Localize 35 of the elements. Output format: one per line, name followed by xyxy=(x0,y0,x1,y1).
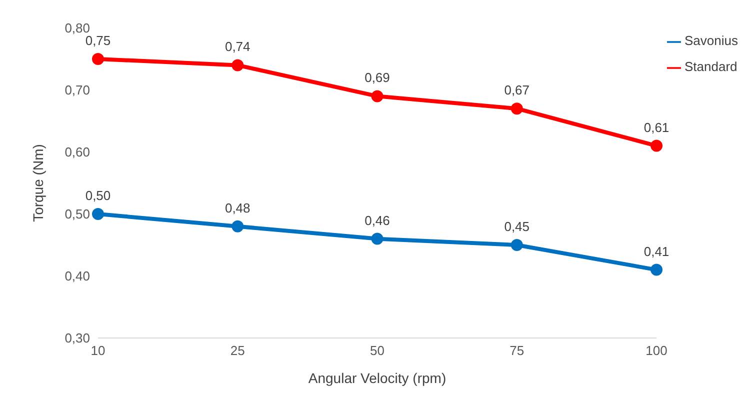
x-tick-label: 100 xyxy=(646,343,668,358)
point xyxy=(232,59,244,72)
point xyxy=(650,264,663,276)
data-label: 0,45 xyxy=(504,219,530,234)
point xyxy=(92,53,104,65)
data-label: 0,74 xyxy=(224,39,250,54)
data-label: 0,75 xyxy=(85,33,111,48)
point xyxy=(92,208,104,220)
data-label: 0,67 xyxy=(504,82,530,98)
y-tick-label: 0,60 xyxy=(64,144,90,160)
data-label: 0,69 xyxy=(364,70,390,86)
x-tick-label: 25 xyxy=(230,343,245,358)
point xyxy=(650,140,663,152)
data-label: 0,50 xyxy=(85,188,111,203)
x-axis-title: Angular Velocity (rpm) xyxy=(308,370,446,386)
y-tick-label: 0,30 xyxy=(64,330,90,346)
y-tick-label: 0,70 xyxy=(64,82,90,98)
y-tick-label: 0,80 xyxy=(64,20,90,36)
y-tick-label: 0,40 xyxy=(64,268,90,284)
y-tick-label: 0,50 xyxy=(64,206,90,222)
data-label: 0,41 xyxy=(644,244,670,259)
point xyxy=(232,220,244,232)
point xyxy=(371,232,384,245)
data-label: 0,46 xyxy=(364,212,390,228)
point xyxy=(510,239,523,251)
legend-label: Standard xyxy=(684,59,738,74)
point xyxy=(510,102,523,115)
x-tick-label: 75 xyxy=(510,343,524,358)
data-label: 0,61 xyxy=(644,120,670,135)
x-tick-label: 10 xyxy=(90,343,106,358)
legend-label: Savonius xyxy=(684,33,738,48)
data-label: 0,48 xyxy=(224,200,250,216)
x-tick-label: 50 xyxy=(370,343,384,358)
point xyxy=(371,90,384,102)
y-axis-title: Torque (Nm) xyxy=(30,144,46,222)
